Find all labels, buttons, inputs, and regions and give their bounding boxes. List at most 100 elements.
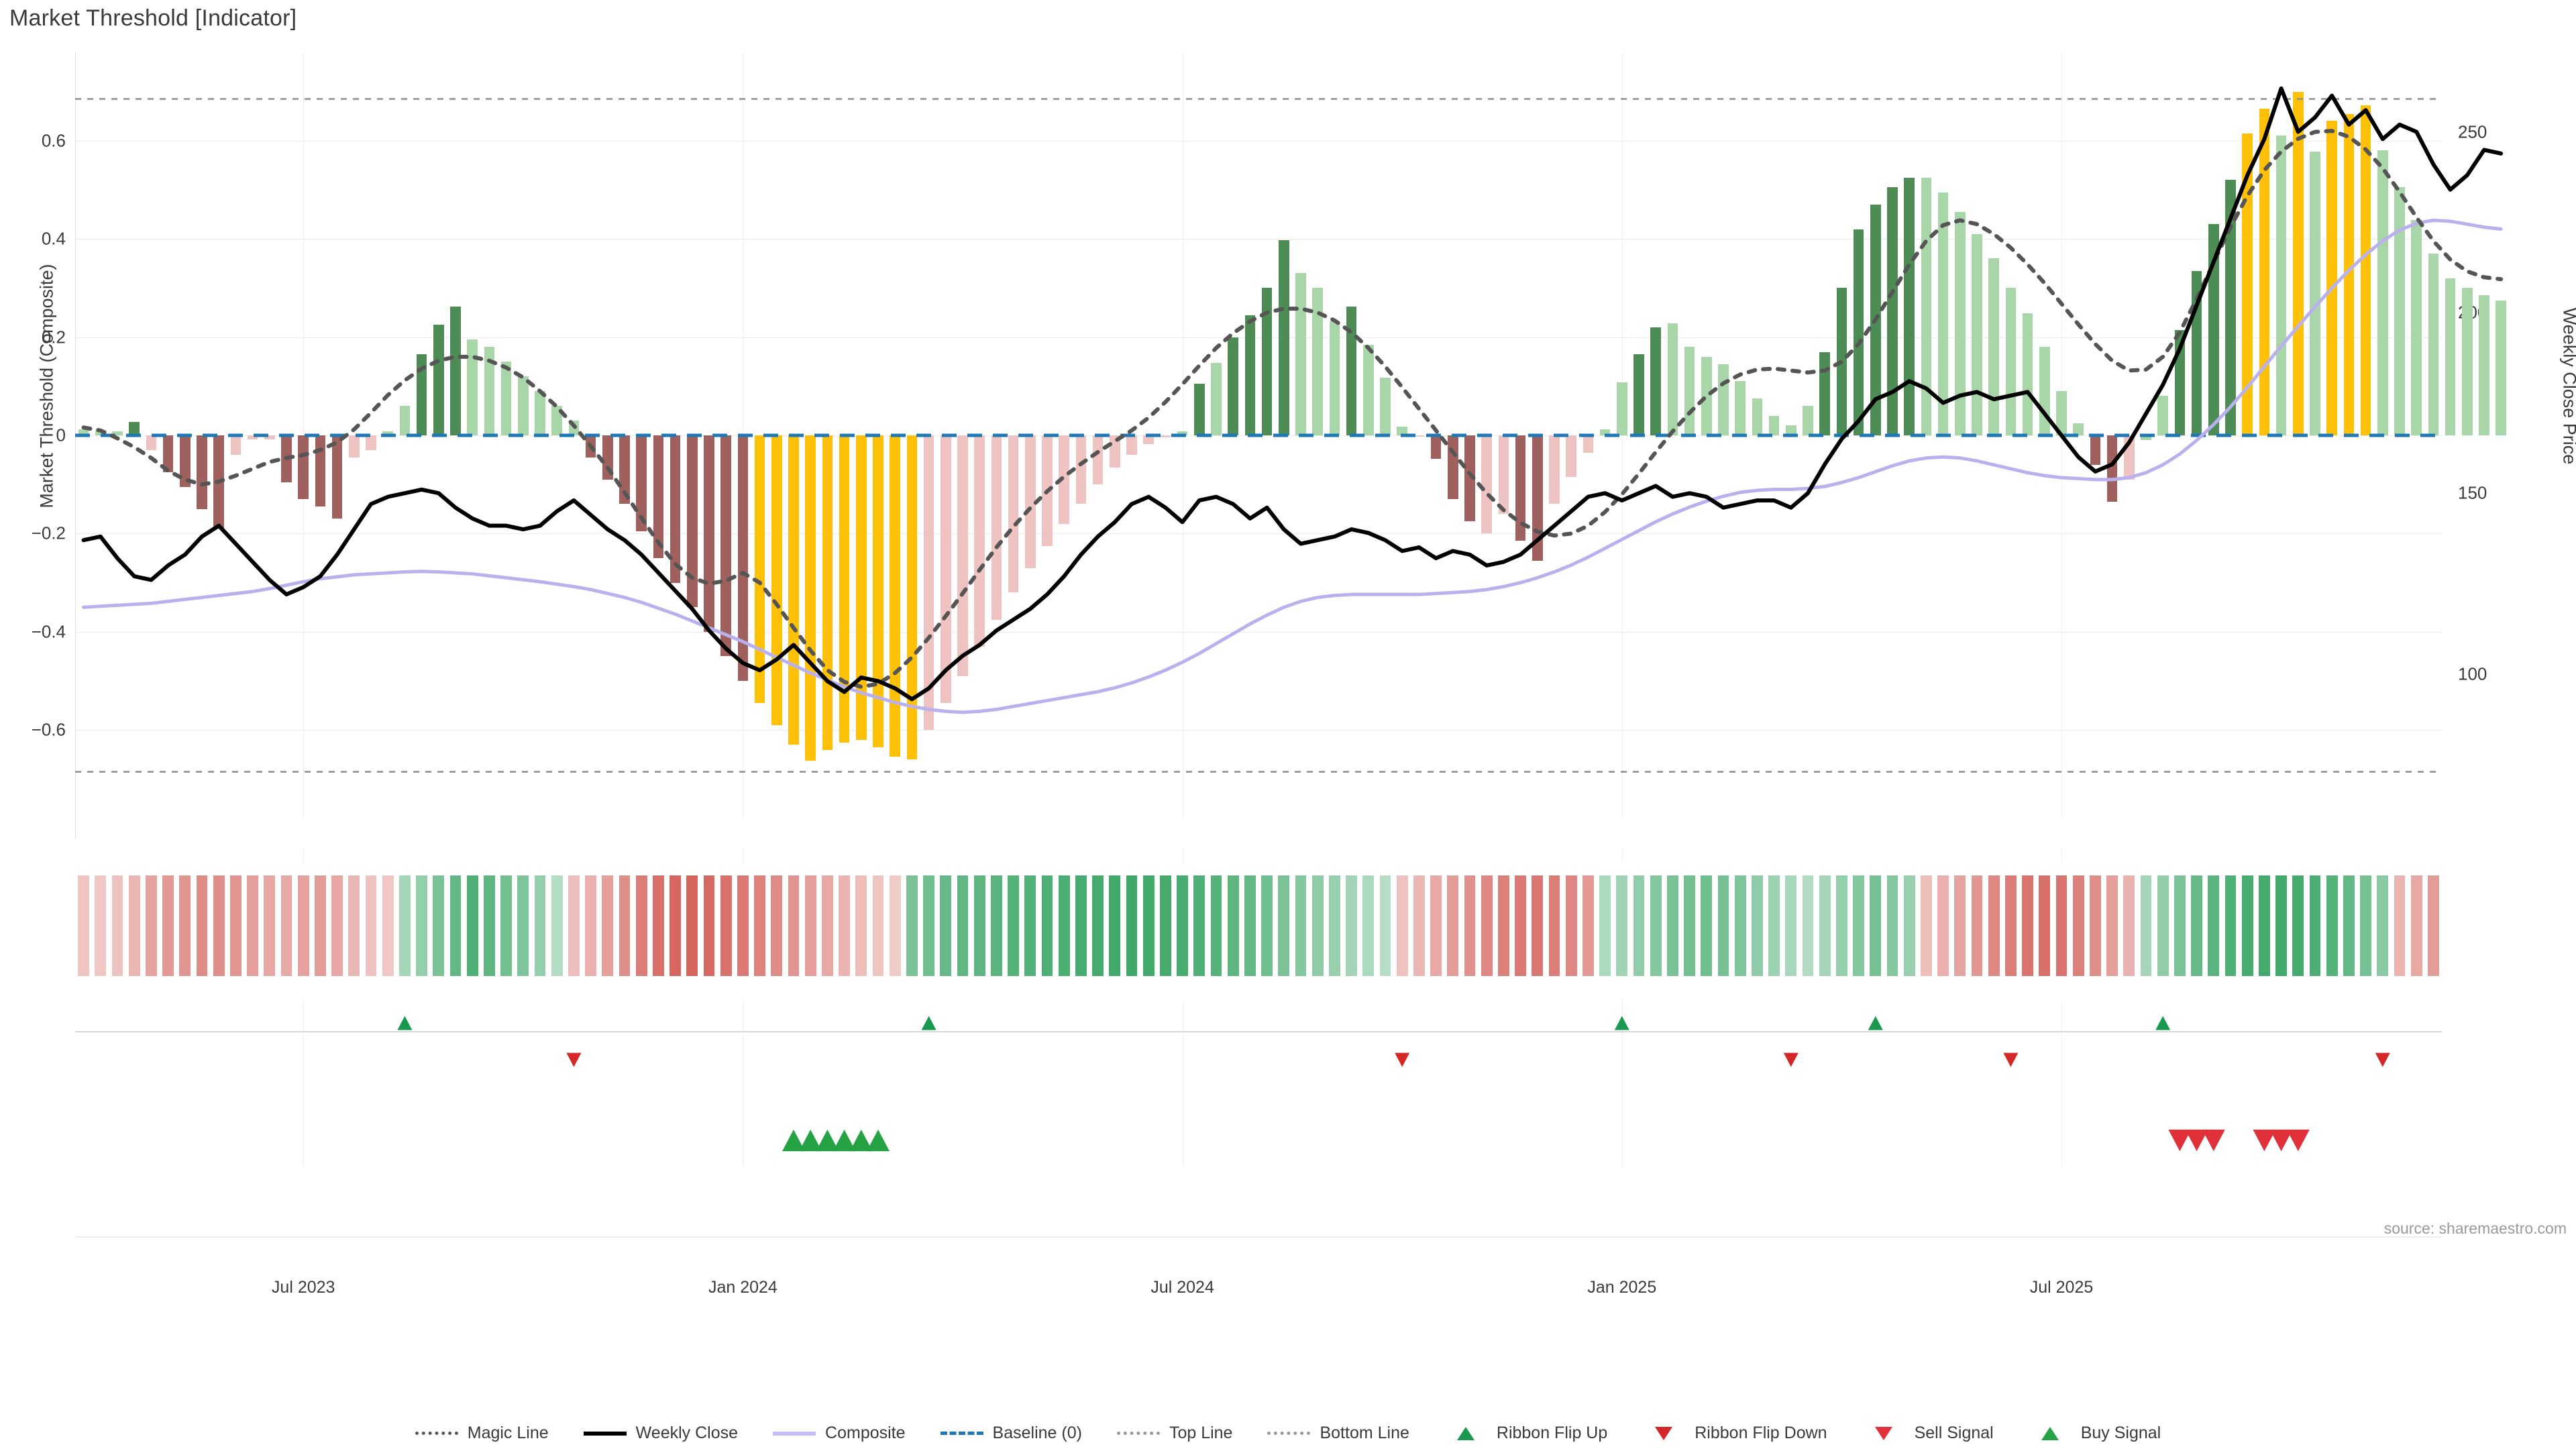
sell-signal-marker <box>2286 1129 2310 1152</box>
ribbon-cell <box>585 875 596 976</box>
ribbon-cell <box>1109 875 1121 976</box>
histogram-bar <box>1413 435 1425 437</box>
ribbon-cell <box>382 875 394 976</box>
ribbon-cell <box>653 875 664 976</box>
histogram-bar <box>940 435 951 703</box>
histogram-bar <box>873 435 883 747</box>
ribbon-cell <box>128 875 140 976</box>
histogram-bar <box>2106 435 2118 502</box>
triangle-up-icon <box>1456 1426 1474 1440</box>
legend-item: Bottom Line <box>1267 1424 1409 1443</box>
ribbon-cell <box>1346 875 1357 976</box>
histogram-bar <box>1126 435 1137 455</box>
ribbon-cell <box>1210 875 1222 976</box>
histogram-bar <box>2005 288 2017 435</box>
histogram-bar <box>1785 425 1796 435</box>
histogram-bar <box>669 435 681 583</box>
y-axis-tick-left: 0 <box>56 425 66 445</box>
histogram-bar <box>2343 113 2355 435</box>
buy-signal-marker <box>799 1129 822 1152</box>
ribbon-cell <box>449 875 462 976</box>
gridline-vertical <box>2061 1000 2062 1167</box>
histogram-bar <box>1008 435 1019 593</box>
ribbon-cell <box>2208 875 2220 976</box>
histogram-bar <box>1904 177 1915 435</box>
ribbon-cell <box>1396 875 1408 976</box>
ribbon-cell <box>1667 875 1678 976</box>
histogram-bar <box>1937 192 1949 435</box>
ribbon-cell <box>703 875 715 976</box>
ribbon-cell <box>1768 875 1780 976</box>
ribbon-cell <box>1126 875 1138 976</box>
ribbon-cell <box>1616 875 1628 976</box>
histogram-bar <box>2479 295 2489 435</box>
histogram-bar <box>2445 278 2456 435</box>
ribbon-flip-down-marker <box>1783 1053 1799 1067</box>
legend-key <box>2029 1426 2072 1440</box>
ribbon-cell <box>2039 875 2051 976</box>
ribbon-cell <box>1041 875 1053 976</box>
histogram-bar <box>348 435 360 458</box>
buy-signal-marker <box>849 1129 873 1152</box>
histogram-bar <box>1650 327 1661 435</box>
ribbon-cell <box>230 875 241 976</box>
histogram-bar <box>754 435 765 703</box>
histogram-bar <box>517 376 529 435</box>
ribbon-cell <box>111 875 123 976</box>
histogram-bar <box>500 362 512 435</box>
gridline-vertical <box>1621 849 1623 862</box>
sell-signal-marker <box>2269 1129 2293 1152</box>
buy-signal-marker <box>833 1129 856 1152</box>
gridline-horizontal <box>75 140 2442 142</box>
histogram-bar <box>179 435 191 487</box>
histogram-bar <box>1549 435 1560 504</box>
legend-key <box>583 1427 627 1440</box>
ribbon-cell <box>1921 875 1932 976</box>
ribbon-cell <box>146 875 157 976</box>
histogram-bar <box>382 431 393 435</box>
ribbon-cell <box>2123 875 2135 976</box>
ribbon-cell <box>264 875 276 976</box>
histogram-bar <box>1211 362 1222 435</box>
ribbon-cell <box>906 875 918 976</box>
legend-label: Ribbon Flip Down <box>1695 1424 1827 1442</box>
ribbon-flip-down-marker <box>1395 1053 1410 1067</box>
legend-label: Top Line <box>1169 1424 1233 1442</box>
histogram-bar <box>1075 435 1087 504</box>
ribbon-flip-down-marker <box>566 1053 582 1067</box>
histogram-bar <box>923 435 934 731</box>
buy-signal-marker <box>867 1129 890 1152</box>
legend-label: Buy Signal <box>2080 1424 2161 1442</box>
histogram-bar <box>1566 435 1576 478</box>
ribbon-cell <box>2275 875 2287 976</box>
legend-key <box>1862 1426 1905 1440</box>
ribbon-cell <box>923 875 934 976</box>
histogram-bar <box>247 435 258 439</box>
histogram-bar <box>991 435 1002 620</box>
histogram-bar <box>484 347 495 435</box>
histogram-bar <box>737 435 749 682</box>
ribbon-cell <box>602 875 614 976</box>
histogram-bar <box>1599 429 1611 435</box>
ribbon-cell <box>771 875 783 976</box>
ribbon-cell <box>889 875 901 976</box>
ribbon-flip-up-marker <box>1868 1016 1883 1030</box>
legend-key <box>1116 1427 1160 1440</box>
histogram-bar <box>551 406 562 435</box>
page-title: Market Threshold [Indicator] <box>9 5 297 31</box>
buy-signal-marker <box>816 1129 839 1152</box>
gridline-vertical <box>1621 1000 1623 1167</box>
histogram-bar <box>2377 150 2388 435</box>
histogram-bar <box>2242 133 2253 435</box>
ribbon-cell <box>720 875 732 976</box>
buy-signal-marker <box>782 1129 805 1152</box>
histogram-bar <box>1752 398 1763 435</box>
ribbon-flip-up-marker <box>397 1016 413 1030</box>
ribbon-cell <box>1481 875 1493 976</box>
ribbon-cell <box>484 875 495 976</box>
histogram-bar <box>619 435 630 504</box>
ribbon-cell <box>2224 875 2237 976</box>
ribbon-cell <box>754 875 765 976</box>
ribbon-cell <box>297 875 309 976</box>
histogram-bar <box>2275 136 2287 435</box>
